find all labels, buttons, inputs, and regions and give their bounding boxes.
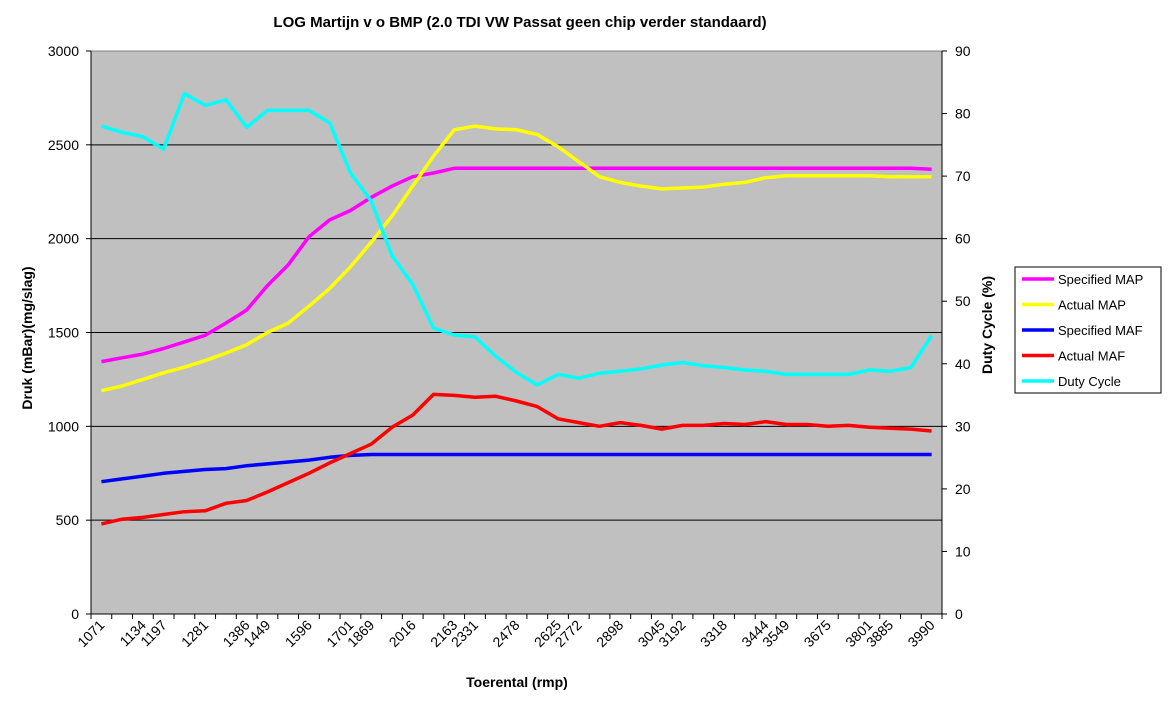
chart-title: LOG Martijn v o BMP (2.0 TDI VW Passat g…: [273, 14, 766, 31]
y2-tick-label: 20: [955, 481, 971, 497]
y-tick-label: 2000: [48, 231, 79, 247]
y2-tick-label: 50: [955, 293, 971, 309]
series-line-specified-maf: [101, 452, 932, 484]
gridlines: [91, 144, 942, 521]
legend-label-specified-maf: Specified MAF: [1058, 323, 1143, 338]
y-tick-label: 2500: [48, 137, 79, 153]
x-tick-label: 1281: [178, 617, 211, 650]
legend-label-specified-map: Specified MAP: [1058, 272, 1143, 287]
series-line-duty-cycle: [100, 91, 934, 387]
y-axis-ticks: 0 500 1000 1500 2000 2500 3000: [48, 43, 92, 622]
x-tick-label: 2898: [593, 617, 626, 650]
y-axis-title: Druk (mBar)(mg/slag): [19, 266, 35, 409]
x-tick-label: 1071: [74, 617, 107, 650]
legend: Specified MAP Actual MAP Specified MAF Actu…: [1022, 272, 1143, 389]
y2-tick-label: 10: [955, 543, 971, 559]
y2-tick-label: 0: [955, 606, 963, 622]
y2-tick-label: 90: [955, 43, 971, 59]
y2-axis-title: Duty Cycle (%): [979, 276, 995, 374]
x-tick-label: 2478: [489, 617, 522, 650]
legend-label-duty-cycle: Duty Cycle: [1058, 374, 1121, 389]
y2-tick-label: 60: [955, 231, 971, 247]
series-lines: [100, 91, 934, 526]
x-tick-label: 3675: [801, 617, 834, 650]
series-line-specified-map: [101, 166, 932, 364]
y-tick-label: 0: [71, 606, 79, 622]
x-tick-label: 3990: [904, 617, 937, 650]
y2-axis-ticks: 0 10 20 30 40 50 60 70 80 90: [941, 43, 971, 622]
y-tick-label: 3000: [48, 43, 79, 59]
y-tick-label: 1000: [48, 418, 79, 434]
legend-label-actual-map: Actual MAP: [1058, 298, 1126, 313]
x-tick-label: 1596: [282, 617, 315, 650]
x-tick-label: 2016: [385, 617, 418, 650]
y2-tick-label: 80: [955, 106, 971, 122]
y-tick-label: 1500: [48, 325, 79, 341]
y2-tick-label: 70: [955, 168, 971, 184]
y2-tick-label: 30: [955, 418, 971, 434]
y-tick-label: 500: [56, 512, 80, 528]
legend-label-actual-maf: Actual MAF: [1058, 349, 1125, 364]
x-axis-title: Toerental (rmp): [466, 674, 568, 690]
series-line-actual-maf: [101, 392, 932, 526]
series-line-actual-map: [101, 124, 932, 393]
x-tick-label: 3318: [697, 617, 730, 650]
y2-tick-label: 40: [955, 356, 971, 372]
